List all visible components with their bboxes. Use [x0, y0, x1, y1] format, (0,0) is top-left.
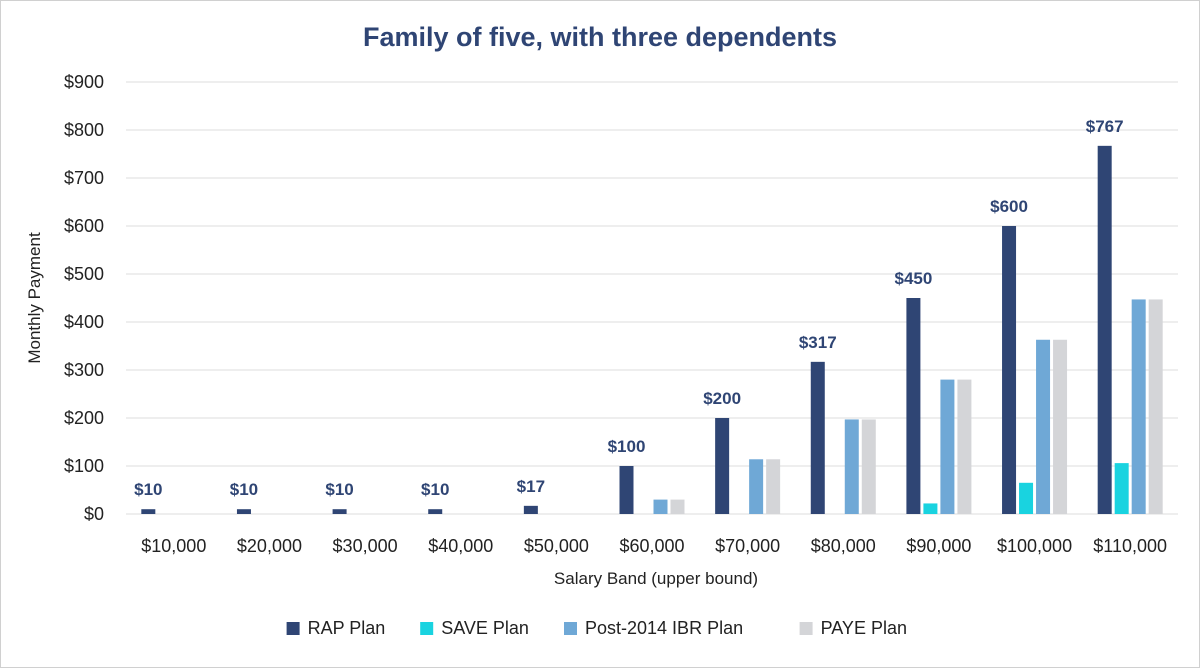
x-tick-label: $70,000: [715, 536, 780, 556]
x-tick-label: $100,000: [997, 536, 1072, 556]
data-label: $100: [608, 437, 646, 456]
y-tick-label: $800: [64, 120, 104, 140]
bar-paye-plan: [1053, 339, 1068, 514]
data-label: $10: [134, 480, 162, 499]
data-label: $10: [421, 480, 449, 499]
y-tick-label: $300: [64, 360, 104, 380]
data-label: $200: [703, 389, 741, 408]
bar-save-plan: [1019, 482, 1034, 514]
x-axis-label: Salary Band (upper bound): [554, 569, 758, 588]
y-tick-label: $100: [64, 456, 104, 476]
y-tick-label: $700: [64, 168, 104, 188]
x-tick-label: $60,000: [619, 536, 684, 556]
bar-paye-plan: [957, 379, 972, 514]
y-tick-label: $400: [64, 312, 104, 332]
legend-swatch: [286, 622, 300, 635]
legend-swatch: [799, 622, 813, 635]
y-axis-ticks: $0 $100 $200 $300 $400 $500 $600 $700 $800 $900: [64, 72, 104, 524]
x-tick-label: $80,000: [811, 536, 876, 556]
legend-swatch: [564, 622, 577, 635]
legend-label: SAVE Plan: [441, 618, 529, 638]
data-label: $17: [517, 477, 545, 496]
bar-rap-plan: [619, 466, 634, 514]
bar-save-plan: [1114, 463, 1129, 514]
bar-rap-plan: [332, 509, 347, 514]
legend-swatch: [420, 622, 434, 635]
bar-rap-plan: [715, 418, 730, 514]
data-label: $767: [1086, 117, 1124, 136]
bar-post-2014-ibr-plan: [940, 379, 955, 514]
bar-rap-plan: [236, 509, 251, 514]
bar-rap-plan: [1097, 145, 1112, 514]
y-tick-label: $0: [84, 504, 104, 524]
bar-post-2014-ibr-plan: [1131, 299, 1146, 514]
bar-post-2014-ibr-plan: [749, 459, 764, 514]
legend-label: PAYE Plan: [821, 618, 907, 638]
y-tick-label: $500: [64, 264, 104, 284]
x-tick-label: $30,000: [333, 536, 398, 556]
x-tick-label: $40,000: [428, 536, 493, 556]
x-tick-label: $10,000: [141, 536, 206, 556]
bar-rap-plan: [1002, 226, 1017, 514]
legend: RAP Plan SAVE Plan Post-2014 IBR Plan PAYE …: [286, 618, 907, 638]
y-tick-label: $900: [64, 72, 104, 92]
gridlines: [126, 81, 1178, 515]
chart-title: Family of five, with three dependents: [363, 22, 837, 52]
bar-rap-plan: [141, 509, 156, 514]
data-label: $10: [325, 480, 353, 499]
bar-paye-plan: [1148, 299, 1163, 514]
bar-rap-plan: [810, 361, 825, 514]
bar-post-2014-ibr-plan: [1036, 339, 1051, 514]
bar-post-2014-ibr-plan: [844, 419, 859, 514]
y-axis-label: Monthly Payment: [25, 232, 44, 364]
bar-paye-plan: [670, 499, 685, 514]
legend-label: RAP Plan: [308, 618, 386, 638]
data-label: $10: [230, 480, 258, 499]
y-tick-label: $200: [64, 408, 104, 428]
data-label: $600: [990, 197, 1028, 216]
data-labels: $10 $10 $10 $10 $17 $100 $200 $317 $450 $600 $767: [134, 117, 1123, 499]
data-label: $450: [894, 269, 932, 288]
x-tick-label: $50,000: [524, 536, 589, 556]
bar-rap-plan: [428, 509, 443, 514]
bar-paye-plan: [766, 459, 781, 514]
bar-rap-plan: [906, 298, 921, 514]
bar-paye-plan: [861, 419, 876, 514]
bar-post-2014-ibr-plan: [653, 499, 668, 514]
bar-save-plan: [923, 503, 938, 514]
y-tick-label: $600: [64, 216, 104, 236]
x-tick-label: $110,000: [1093, 536, 1167, 556]
x-axis-ticks: $10,000 $20,000 $30,000 $40,000 $50,000 $60,0…: [141, 536, 1167, 556]
x-tick-label: $90,000: [906, 536, 971, 556]
bar-rap-plan: [523, 505, 538, 514]
bars: [141, 145, 1163, 514]
x-tick-label: $20,000: [237, 536, 302, 556]
legend-label: Post-2014 IBR Plan: [585, 618, 743, 638]
data-label: $317: [799, 333, 837, 352]
